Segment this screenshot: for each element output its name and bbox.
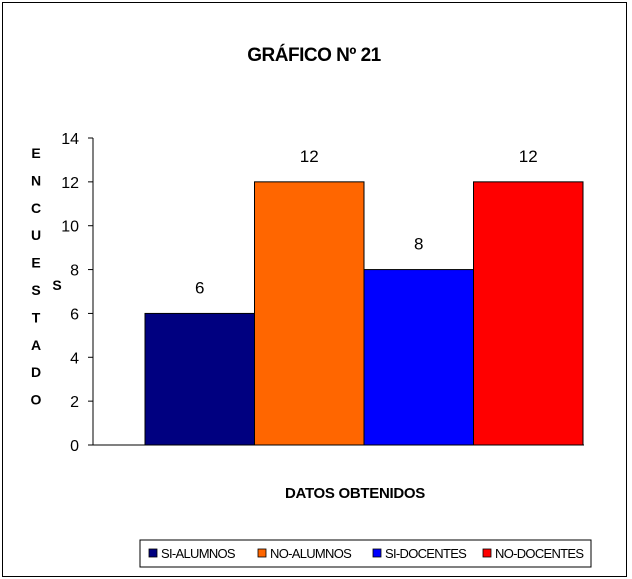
y-tick-label: 14 bbox=[61, 131, 79, 148]
y-tick-label: 10 bbox=[61, 219, 79, 236]
legend-swatch bbox=[257, 548, 267, 558]
y-axis-title-letter: S bbox=[52, 277, 61, 293]
legend-label: NO-ALUMNOS bbox=[270, 546, 352, 561]
bar-si-alumnos bbox=[144, 312, 255, 446]
data-label: 8 bbox=[414, 235, 423, 254]
bar-no-docentes bbox=[473, 181, 584, 446]
chart-title: GRÁFICO Nº 21 bbox=[247, 44, 381, 66]
y-axis-title-letter: E bbox=[31, 255, 40, 271]
legend-box bbox=[139, 539, 592, 568]
data-label: 6 bbox=[195, 278, 204, 297]
y-axis-title-letter: D bbox=[31, 364, 41, 380]
y-tick-label: 6 bbox=[70, 306, 79, 323]
y-axis-title-letter: S bbox=[31, 282, 40, 298]
legend-swatch bbox=[482, 548, 492, 558]
y-axis-title-letter: O bbox=[31, 392, 42, 408]
y-axis-title-letter: C bbox=[31, 200, 41, 216]
y-axis-title-letter: U bbox=[31, 227, 41, 243]
legend-label: NO-DOCENTES bbox=[495, 546, 584, 561]
data-label: 12 bbox=[300, 147, 319, 166]
legend-swatch bbox=[148, 548, 158, 558]
y-axis-title-letter: E bbox=[31, 145, 40, 161]
legend-swatch bbox=[372, 548, 382, 558]
legend-label: SI-DOCENTES bbox=[385, 546, 467, 561]
y-axis-ticks: 0 2 4 6 8 10 12 14 bbox=[61, 131, 93, 455]
y-axis-title-letter: N bbox=[31, 172, 41, 188]
legend-label: SI-ALUMNOS bbox=[161, 546, 236, 561]
y-tick-label: 12 bbox=[61, 175, 79, 192]
data-labels: 6 12 8 12 bbox=[195, 147, 538, 298]
y-tick-label: 0 bbox=[70, 438, 79, 455]
bar-no-alumnos bbox=[254, 181, 365, 446]
y-axis-title-letter: T bbox=[32, 309, 41, 325]
y-axis-title-letter: A bbox=[31, 337, 41, 353]
y-tick-label: 2 bbox=[70, 394, 79, 411]
y-tick-label: 8 bbox=[70, 263, 79, 280]
y-tick-label: 4 bbox=[70, 350, 79, 367]
x-axis-title: DATOS OBTENIDOS bbox=[285, 485, 425, 502]
bars bbox=[144, 181, 584, 446]
data-label: 12 bbox=[519, 147, 538, 166]
bar-si-docentes bbox=[363, 269, 474, 446]
legend: SI-ALUMNOS NO-ALUMNOS SI-DOCENTES NO-DOCENT… bbox=[139, 539, 592, 568]
